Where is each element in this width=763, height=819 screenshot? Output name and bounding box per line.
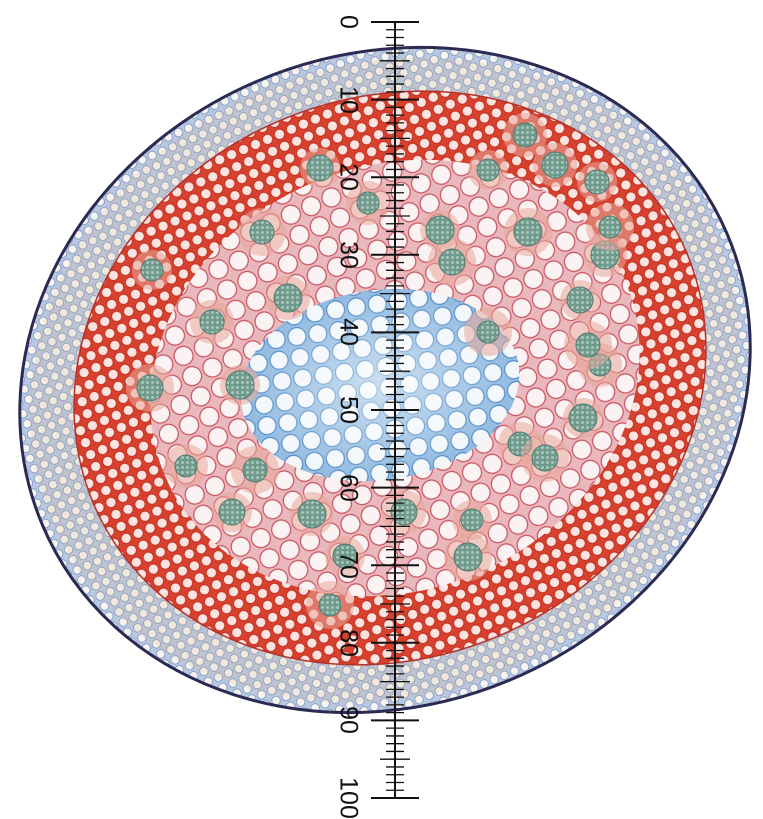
ruler-tick-label: 50 bbox=[334, 396, 363, 424]
vascular-bundle bbox=[318, 593, 342, 617]
vascular-bundle bbox=[438, 248, 466, 276]
vascular-bundles bbox=[126, 113, 634, 629]
ruler-tick-label: 40 bbox=[334, 318, 363, 347]
ruler-tick-label: 100 bbox=[334, 777, 363, 819]
vascular-bundle bbox=[199, 309, 225, 335]
vascular-bundle bbox=[460, 508, 484, 532]
vascular-bundle bbox=[242, 457, 268, 483]
vascular-bundle bbox=[249, 219, 275, 245]
vascular-bundle bbox=[140, 258, 164, 282]
ruler-tick-label: 0 bbox=[334, 15, 363, 29]
vascular-bundle bbox=[306, 154, 334, 182]
vascular-bundle bbox=[476, 158, 500, 182]
vascular-bundle bbox=[541, 151, 569, 179]
vascular-bundle bbox=[453, 542, 483, 572]
scale-ruler bbox=[371, 21, 419, 799]
vascular-bundle bbox=[297, 499, 327, 529]
vascular-bundle bbox=[512, 122, 538, 148]
ruler-tick-label: 60 bbox=[334, 473, 363, 502]
ruler-tick-label: 30 bbox=[334, 240, 363, 269]
ruler-tick-label: 10 bbox=[334, 85, 363, 114]
vascular-bundle bbox=[566, 286, 594, 314]
vascular-bundle bbox=[531, 444, 559, 472]
vascular-bundle bbox=[225, 370, 255, 400]
vascular-bundle bbox=[568, 403, 598, 433]
ruler-tick-label: 90 bbox=[334, 706, 363, 735]
vascular-bundle bbox=[136, 374, 164, 402]
vascular-bundle bbox=[584, 169, 610, 195]
vascular-bundle bbox=[513, 217, 543, 247]
ruler-tick-label: 80 bbox=[334, 628, 363, 657]
vascular-bundle bbox=[273, 283, 303, 313]
vascular-bundle bbox=[476, 320, 500, 344]
vascular-bundle bbox=[332, 543, 358, 569]
ruler-tick-label: 20 bbox=[334, 163, 363, 192]
vascular-bundle bbox=[575, 332, 601, 358]
vascular-bundle bbox=[598, 215, 622, 239]
pith-highlight bbox=[235, 283, 525, 487]
vascular-bundle bbox=[425, 215, 455, 245]
vascular-bundle bbox=[174, 454, 198, 478]
vascular-bundle bbox=[218, 498, 246, 526]
ruler-tick-label: 70 bbox=[334, 551, 363, 580]
vascular-bundle bbox=[356, 191, 380, 215]
